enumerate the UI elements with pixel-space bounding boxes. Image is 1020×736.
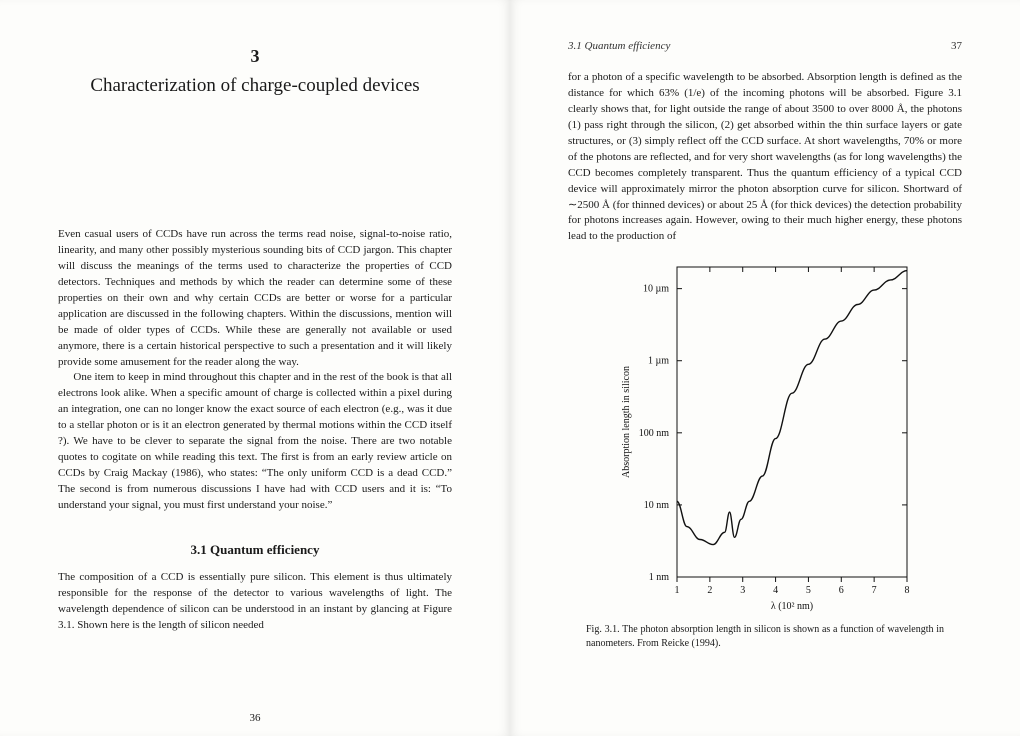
section-heading: 3.1 Quantum efficiency [58,542,452,558]
page-right: 3.1 Quantum efficiency 37 for a photon o… [510,0,1020,736]
svg-text:6: 6 [839,585,844,596]
paragraph: One item to keep in mind throughout this… [58,370,452,513]
body-text-left-2: The composition of a CCD is essentially … [58,570,452,634]
page-left: 3 Characterization of charge-coupled dev… [0,0,510,736]
svg-text:100 nm: 100 nm [639,428,670,439]
figure-caption: Fig. 3.1. The photon absorption length i… [586,623,944,650]
paragraph: for a photon of a specific wavelength to… [568,70,962,245]
running-head: 3.1 Quantum efficiency 37 [568,40,962,52]
svg-text:8: 8 [905,585,910,596]
body-text-right: for a photon of a specific wavelength to… [568,70,962,245]
svg-text:10 nm: 10 nm [644,500,670,511]
chapter-number: 3 [58,46,452,67]
svg-text:Absorption length in silicon: Absorption length in silicon [621,366,632,478]
svg-text:7: 7 [872,585,877,596]
svg-text:1 nm: 1 nm [649,572,670,583]
page-number: 37 [951,40,962,52]
svg-text:1: 1 [675,585,680,596]
svg-text:1 µm: 1 µm [648,356,669,367]
absorption-chart: 1 2 3 4 5 6 7 8 1 nm 10 nm 100 nm 1 µm 10 µm λ (10² n… [615,259,915,613]
paragraph: The composition of a CCD is essentially … [58,570,452,634]
page-number: 36 [250,712,261,724]
chapter-title: Characterization of charge-coupled devic… [58,75,452,97]
svg-text:10 µm: 10 µm [643,284,669,295]
paragraph: Even casual users of CCDs have run acros… [58,227,452,370]
svg-text:3: 3 [740,585,745,596]
svg-text:4: 4 [773,585,778,596]
svg-text:2: 2 [707,585,712,596]
svg-text:5: 5 [806,585,811,596]
body-text-left: Even casual users of CCDs have run acros… [58,227,452,514]
running-section: 3.1 Quantum efficiency [568,40,670,52]
svg-text:λ (10² nm): λ (10² nm) [771,601,813,612]
figure-3-1: 1 2 3 4 5 6 7 8 1 nm 10 nm 100 nm 1 µm 10 µm λ (10² n… [605,259,925,613]
